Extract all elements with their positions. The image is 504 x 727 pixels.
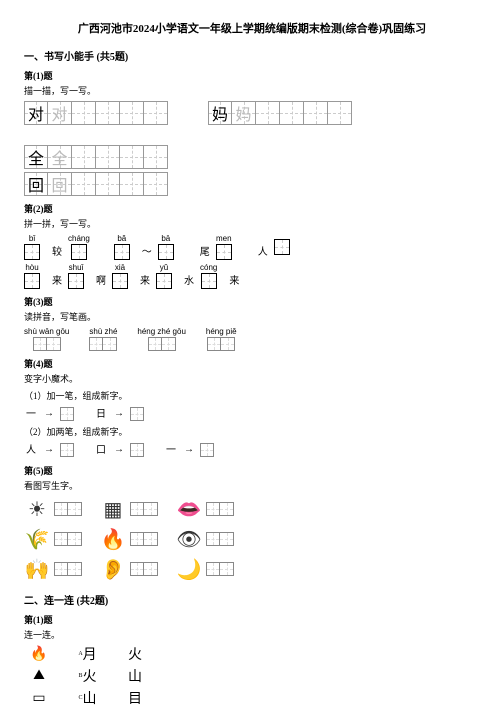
q4-c2c: 一: [166, 441, 176, 458]
moon-icon: 🌙: [176, 556, 202, 582]
q2-row-2: hòu 来 shuǐ 啊 xiā 来 yǔ 水 cóng 来: [24, 263, 480, 289]
arrow-icon: →: [114, 408, 124, 419]
q6-num: 第(1)题: [24, 613, 480, 626]
pinyin-box: bā: [158, 234, 174, 260]
writing-grid: 对对: [24, 101, 168, 125]
q4-sub: 变字小魔术。: [24, 372, 480, 385]
fire-icon: 🔥: [100, 526, 126, 552]
char-label: 尾: [200, 243, 210, 260]
match-pictograph: ▭: [24, 689, 54, 707]
writing-grid: 回回: [24, 172, 168, 196]
q2-sub: 拼一拼，写一写。: [24, 217, 480, 230]
q4-line1: （1）加一笔，组成新字。: [24, 389, 480, 402]
char-label: 较: [52, 243, 62, 260]
char-label: 来: [140, 272, 150, 289]
arrow-icon: →: [44, 444, 54, 455]
match-answer: 目: [120, 689, 150, 707]
q3-sub: 读拼音，写笔画。: [24, 310, 480, 323]
match-pictograph: 🔥: [24, 645, 54, 663]
char-label: 啊: [96, 272, 106, 289]
q4-row2: 人 → 口 → 一 →: [24, 441, 480, 458]
pinyin-box: shuǐ: [68, 263, 84, 289]
picture-word-item: 👂: [100, 556, 158, 582]
section-2-header: 二、连一连 (共2题): [24, 592, 480, 607]
picture-word-item: 👁: [176, 526, 234, 552]
pinyin-box: hòu: [24, 263, 40, 289]
pinyin-box: [274, 239, 290, 255]
picture-word-item: 👄: [176, 496, 234, 522]
arrow-icon: →: [44, 408, 54, 419]
picture-word-item: 🌾: [24, 526, 82, 552]
picture-word-item: ☀: [24, 496, 82, 522]
stroke-item: héng piě: [206, 327, 237, 351]
q6-grid: 🔥 A月火 ⛰ B火山 ▭ C山目: [24, 645, 480, 707]
sun-icon: ☀: [24, 496, 50, 522]
q6-sub: 连一连。: [24, 628, 480, 641]
ear-icon: 👂: [100, 556, 126, 582]
picture-word-item: 🌙: [176, 556, 234, 582]
char-label: 水: [184, 272, 194, 289]
q4-row1: 一 → 日 →: [24, 405, 480, 422]
char-label: ～: [142, 243, 152, 260]
char-label: 人: [258, 243, 268, 260]
match-answer: 火: [120, 645, 150, 663]
stroke-item: héng zhé gōu: [137, 327, 186, 351]
writing-grid: 全全: [24, 145, 168, 169]
pinyin-box: yǔ: [156, 263, 172, 289]
q4-line2: （2）加两笔，组成新字。: [24, 425, 480, 438]
match-char: C山: [72, 689, 102, 707]
q3-row: shù wān gōu shù zhé héng zhé gōu héng piě: [24, 327, 480, 351]
q4-c2a: 人: [26, 441, 36, 458]
pinyin-box: men: [216, 234, 232, 260]
match-answer: 山: [120, 667, 150, 685]
arrow-icon: →: [184, 444, 194, 455]
tray-icon: ▦: [100, 496, 126, 522]
q5-num: 第(5)题: [24, 464, 480, 477]
doc-title: 广西河池市2024小学语文一年级上学期统编版期末检测(综合卷)巩固练习: [24, 20, 480, 36]
eye-icon: 👁: [176, 526, 202, 552]
section-1-header: 一、书写小能手 (共5题): [24, 48, 480, 63]
picture-word-item: 🙌: [24, 556, 82, 582]
pinyin-box: cóng: [200, 263, 217, 289]
char-label: 来: [52, 272, 62, 289]
writing-grid: 妈妈: [208, 101, 352, 125]
q5-area: ☀ ▦ 👄 🌾 🔥 👁 🙌 👂 🌙: [24, 496, 480, 582]
q2-num: 第(2)题: [24, 202, 480, 215]
match-char: B火: [72, 667, 102, 685]
pinyin-box: xiā: [112, 263, 128, 289]
picture-word-item: ▦: [100, 496, 158, 522]
picture-word-item: 🔥: [100, 526, 158, 552]
arrow-icon: →: [114, 444, 124, 455]
q1-num: 第(1)题: [24, 69, 480, 82]
hands-icon: 🙌: [24, 556, 50, 582]
stroke-item: shù wān gōu: [24, 327, 69, 351]
q4-num: 第(4)题: [24, 357, 480, 370]
match-char: A月: [72, 645, 102, 663]
q4-c2b: 口: [96, 441, 106, 458]
lips-icon: 👄: [176, 496, 202, 522]
q1-grid-area: 对对 妈妈全全回回: [24, 101, 480, 196]
rice-icon: 🌾: [24, 526, 50, 552]
q4-c1a: 一: [26, 405, 36, 422]
q2-row-1: bǐ 较 cháng bǎ ～ bā 尾 men 人: [24, 234, 480, 260]
q3-num: 第(3)题: [24, 295, 480, 308]
stroke-item: shù zhé: [89, 327, 117, 351]
match-pictograph: ⛰: [24, 667, 54, 685]
pinyin-box: cháng: [68, 234, 90, 260]
q1-sub: 描一描，写一写。: [24, 84, 480, 97]
q4-c1b: 日: [96, 405, 106, 422]
pinyin-box: bǐ: [24, 234, 40, 260]
q5-sub: 看图写生字。: [24, 479, 480, 492]
char-label: 来: [229, 272, 239, 289]
pinyin-box: bǎ: [114, 234, 130, 260]
